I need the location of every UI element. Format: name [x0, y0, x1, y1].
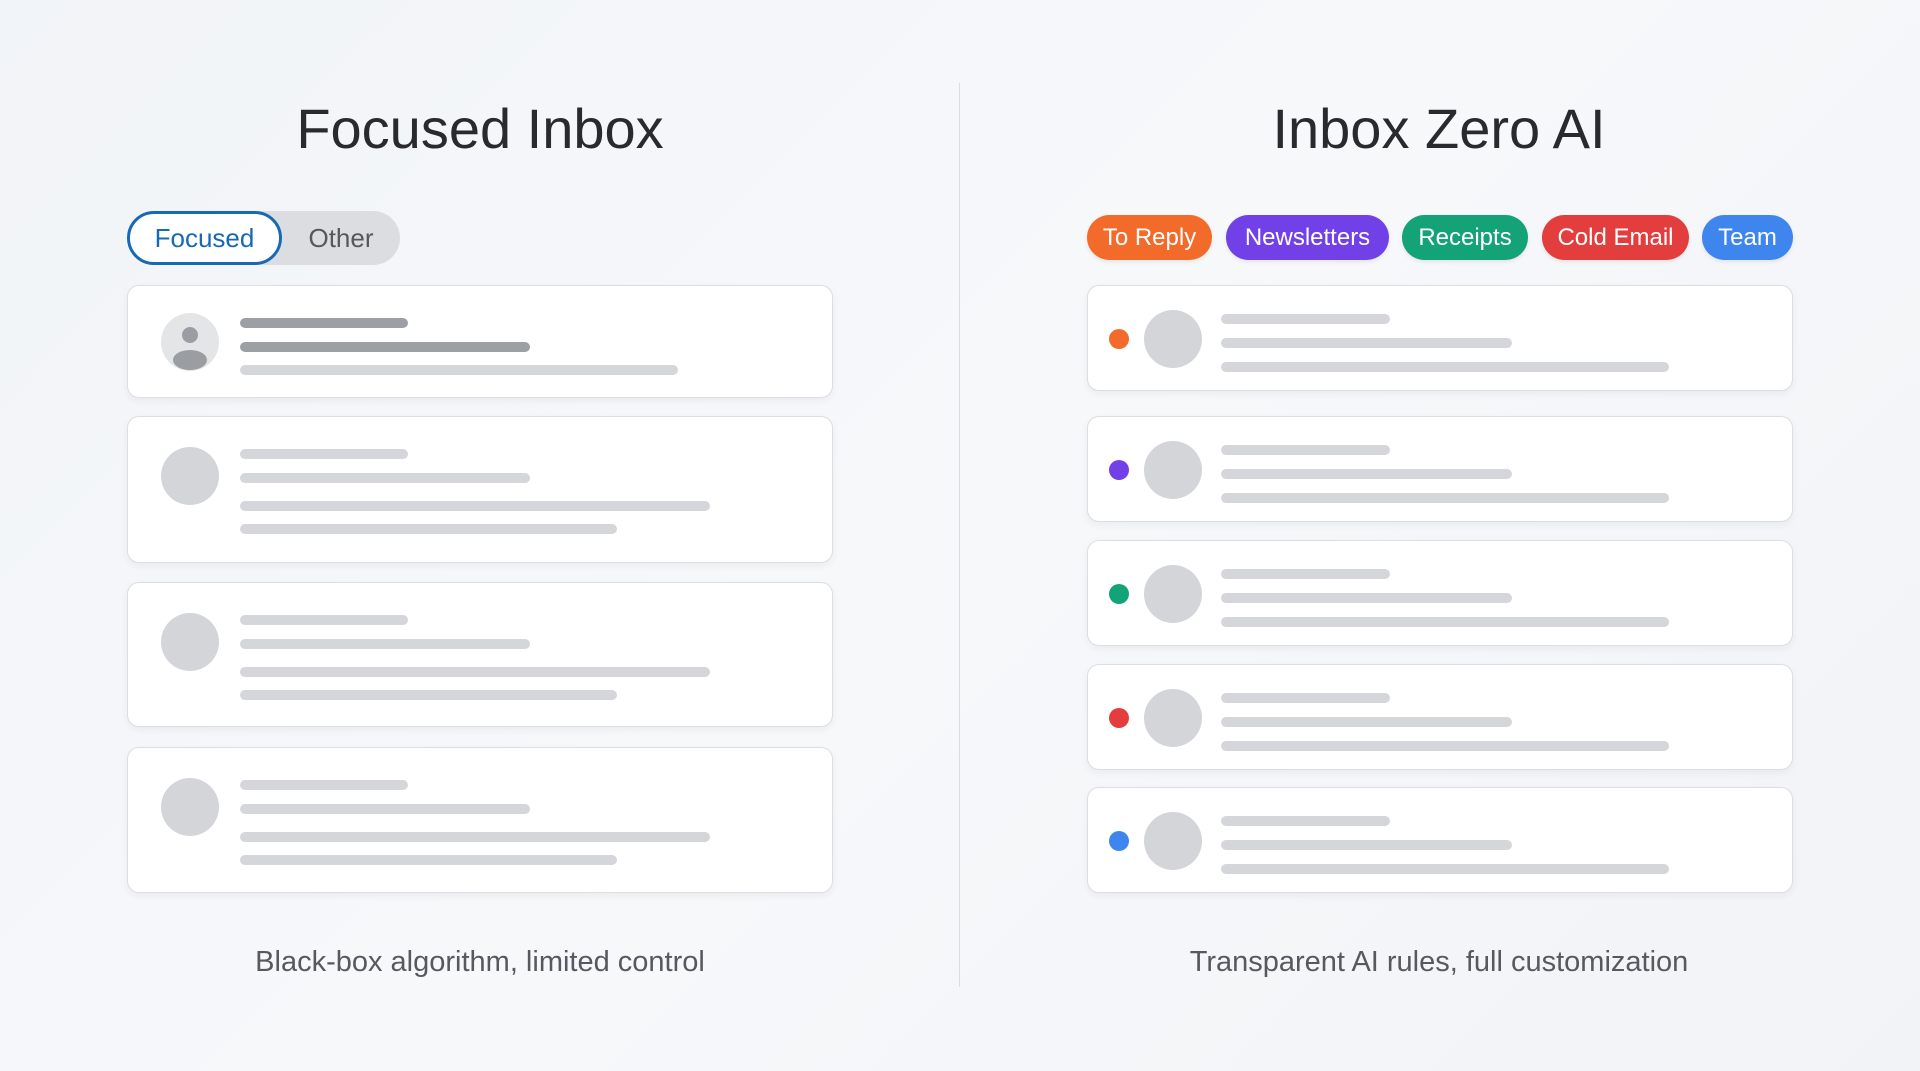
email-card[interactable] — [127, 582, 833, 727]
placeholder-line — [1221, 741, 1669, 751]
email-card[interactable] — [1087, 285, 1793, 391]
placeholder-line — [1221, 445, 1390, 455]
tab-other[interactable]: Other — [308, 222, 374, 253]
placeholder-line — [1221, 864, 1669, 874]
email-card[interactable] — [1087, 540, 1793, 646]
avatar — [1144, 565, 1202, 623]
placeholder-line — [240, 473, 530, 483]
label-receipts[interactable]: Receipts — [1402, 215, 1528, 260]
label-dot-icon — [1109, 329, 1129, 349]
avatar — [1144, 310, 1202, 368]
email-card[interactable] — [127, 416, 833, 563]
avatar — [161, 613, 219, 671]
placeholder-line — [240, 524, 617, 534]
label-dot-icon — [1109, 460, 1129, 480]
user-avatar-icon — [161, 313, 219, 371]
avatar — [1144, 441, 1202, 499]
tab-focused[interactable]: Focused — [127, 211, 282, 265]
placeholder-line — [1221, 493, 1669, 503]
right-caption: Transparent AI rules, full customization — [1189, 946, 1689, 978]
placeholder-line — [1221, 617, 1669, 627]
placeholder-line — [240, 318, 408, 328]
label-dot-icon — [1109, 831, 1129, 851]
placeholder-line — [240, 615, 408, 625]
placeholder-line — [1221, 717, 1512, 727]
placeholder-line — [1221, 362, 1669, 372]
label-newsletters[interactable]: Newsletters — [1226, 215, 1389, 260]
placeholder-line — [1221, 593, 1512, 603]
placeholder-line — [240, 832, 710, 842]
avatar — [1144, 689, 1202, 747]
placeholder-line — [1221, 338, 1512, 348]
inbox-tabs: Focused Other — [127, 211, 400, 265]
placeholder-line — [1221, 816, 1390, 826]
placeholder-line — [240, 780, 408, 790]
email-card[interactable] — [1087, 787, 1793, 893]
email-card[interactable] — [127, 747, 833, 893]
left-caption: Black-box algorithm, limited control — [255, 946, 705, 978]
email-card[interactable] — [1087, 664, 1793, 770]
placeholder-line — [240, 855, 617, 865]
label-to-reply[interactable]: To Reply — [1087, 215, 1212, 260]
label-dot-icon — [1109, 584, 1129, 604]
placeholder-line — [240, 690, 617, 700]
avatar — [161, 778, 219, 836]
label-dot-icon — [1109, 708, 1129, 728]
placeholder-line — [240, 365, 678, 375]
placeholder-line — [240, 639, 530, 649]
placeholder-line — [1221, 840, 1512, 850]
placeholder-line — [240, 342, 530, 352]
right-title: Inbox Zero AI — [1272, 97, 1606, 160]
left-title: Focused Inbox — [296, 97, 664, 160]
placeholder-line — [240, 501, 710, 511]
email-card[interactable] — [1087, 416, 1793, 522]
label-team[interactable]: Team — [1702, 215, 1793, 260]
avatar — [1144, 812, 1202, 870]
placeholder-line — [1221, 314, 1390, 324]
placeholder-line — [240, 804, 530, 814]
placeholder-line — [1221, 693, 1390, 703]
divider — [959, 83, 960, 987]
placeholder-line — [240, 449, 408, 459]
placeholder-line — [240, 667, 710, 677]
placeholder-line — [1221, 569, 1390, 579]
email-card[interactable] — [127, 285, 833, 398]
avatar — [161, 447, 219, 505]
label-cold-email[interactable]: Cold Email — [1542, 215, 1689, 260]
placeholder-line — [1221, 469, 1512, 479]
